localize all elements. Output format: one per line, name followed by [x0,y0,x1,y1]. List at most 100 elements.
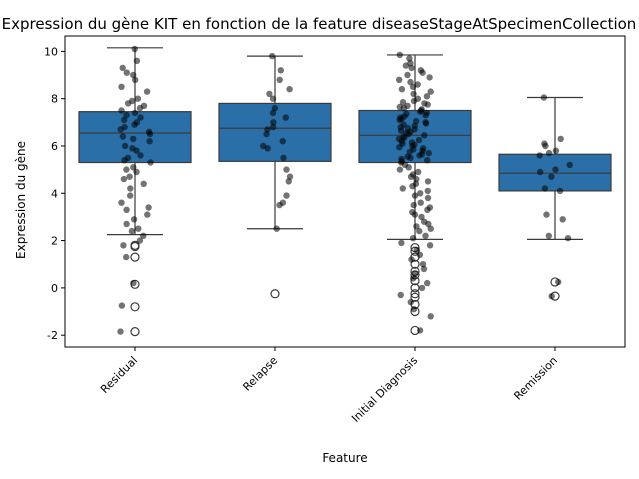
strip-point [424,101,431,108]
strip-point [409,183,416,190]
strip-point [559,216,566,223]
strip-point [127,185,134,192]
strip-point [123,206,130,213]
strip-point [541,185,549,192]
box-group-residual [78,47,192,337]
strip-point [425,149,432,157]
x-axis-label: Feature [322,451,367,465]
strip-point [134,95,142,102]
strip-point [146,130,154,138]
strip-point [137,152,144,159]
strip-point [399,99,407,106]
strip-point [136,104,144,112]
strip-point [273,225,280,232]
strip-point [397,127,405,134]
strip-point [413,246,420,254]
strip-point [416,227,423,235]
strip-point [423,93,431,100]
outlier-point [130,241,140,252]
strip-point [269,123,277,131]
strip-point [131,109,139,117]
strip-point [126,173,133,180]
strip-point [415,136,423,144]
strip-point [424,187,431,195]
strip-point [417,190,424,197]
strip-point [422,112,429,119]
strip-point [130,279,137,287]
strip-point [413,175,420,183]
strip-point [279,138,286,145]
outlier-point [410,289,420,299]
strip-point [133,57,141,64]
outlier-point [410,259,420,269]
strip-point [269,109,277,117]
strip-point [276,76,283,84]
x-tick-label: Initial Diagnosis [349,354,420,425]
strip-point [118,83,125,91]
strip-point [130,164,137,171]
strip-point [536,168,544,176]
strip-point [266,90,273,98]
strip-point [137,114,144,121]
strip-point [548,173,555,180]
chart-title: Expression du gène KIT en fonction de la… [2,15,637,33]
strip-point [545,232,552,239]
strip-point [426,74,433,81]
strip-point [416,251,424,258]
strip-point [285,178,292,185]
strip-point [123,220,130,228]
strip-point [564,235,572,242]
strip-point [416,152,423,159]
strip-point [410,201,417,209]
strip-point [409,235,417,242]
strip-point [118,107,125,114]
strip-point [263,130,270,138]
strip-point [143,88,151,95]
y-tick-label: 10 [44,45,58,58]
outlier-point [130,252,140,262]
strip-point [130,71,137,79]
outlier-point [130,327,140,337]
strip-point [419,69,426,76]
strip-initial-diagnosis [395,51,434,334]
strip-point [280,154,287,161]
strip-point [117,328,124,335]
strip-point [133,168,140,176]
x-tick-label: Remission [511,354,560,403]
box-group-remission [498,96,612,301]
strip-point [405,164,412,171]
strip-point [427,88,434,95]
strip-point [396,144,403,151]
plot-marks: -2 0 2 4 6 8 10 Residual Relapse Initial Diagnosi… [44,35,626,425]
strip-point [123,69,130,76]
outlier-point [410,292,420,302]
y-tick-label: 2 [51,235,58,248]
strip-point [422,120,430,127]
strip-point [566,161,573,169]
strip-point [408,64,415,72]
strip-point [135,225,142,232]
strip-point [409,83,417,91]
strip-point [264,145,271,152]
strip-point [416,327,424,334]
strip-point [405,130,412,138]
strip-point [552,147,560,154]
box-group-relapse [218,55,332,299]
strip-point [427,225,434,232]
strip-point [424,157,431,164]
strip-point [147,159,154,166]
strip-point [396,76,403,84]
strip-point [415,168,422,176]
strip-point [424,206,431,213]
outlier-point [270,289,280,299]
strip-point [118,199,125,206]
strip-point [426,242,434,249]
strip-point [552,166,559,173]
strip-point [136,237,144,244]
strip-point [121,157,128,164]
strip-point [555,278,562,286]
strip-point [545,149,553,157]
strip-point [398,239,405,247]
strip-point [119,64,126,72]
